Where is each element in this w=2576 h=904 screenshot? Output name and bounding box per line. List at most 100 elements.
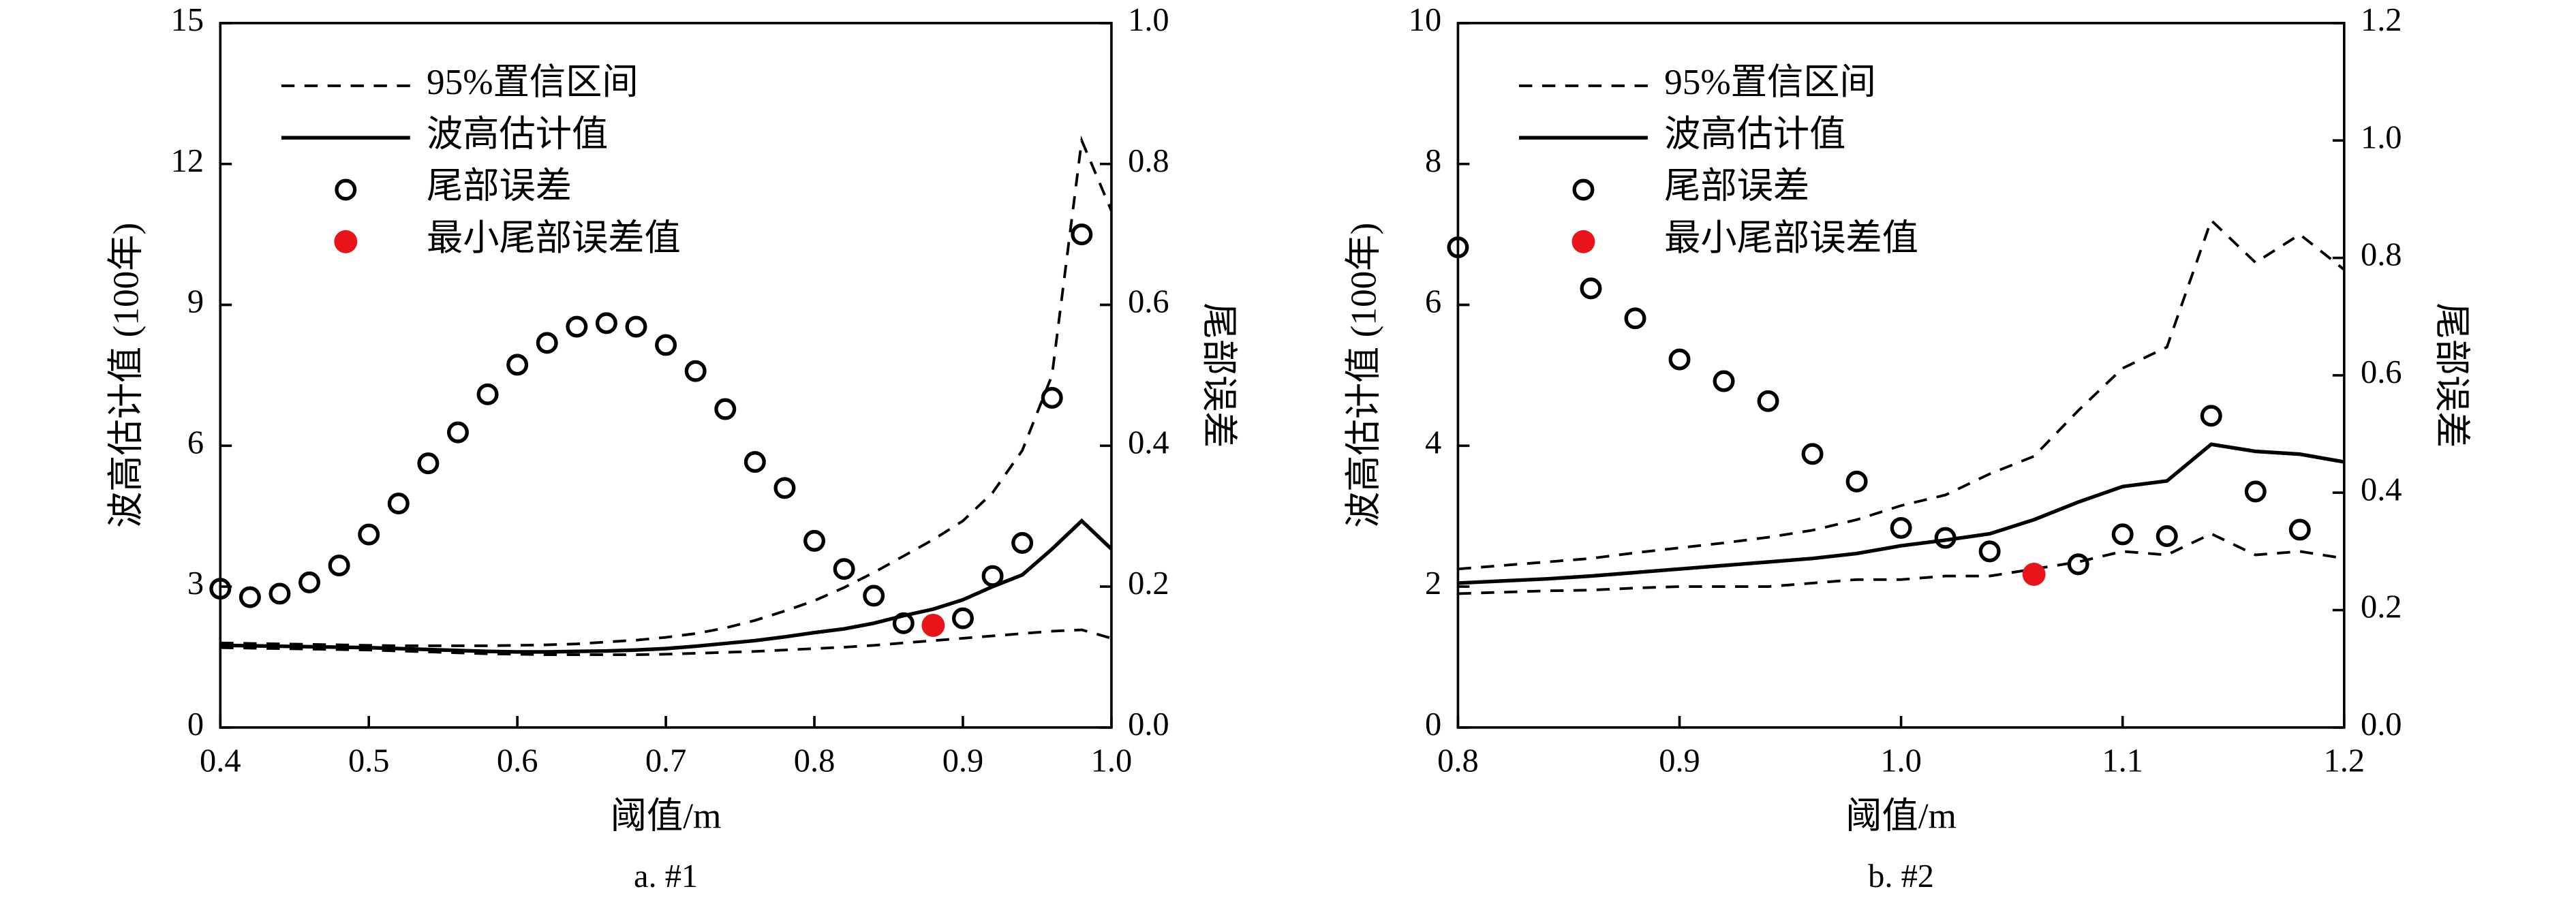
tail-error-point: [298, 571, 321, 593]
tail-error-point: [506, 354, 529, 376]
legend-label: 尾部误差: [427, 166, 572, 206]
x-tick-label: 1.1: [2102, 743, 2143, 779]
y-tick-label: 10: [1409, 2, 1441, 38]
plot-frame: [1456, 22, 2346, 729]
estimate-line: [1458, 442, 2344, 585]
ci-line: [1458, 532, 2344, 595]
x-axis-label: 阈值/m: [1845, 796, 1957, 837]
legend-label: 95%置信区间: [427, 62, 639, 102]
y-axis-label: 波高估计值 (100年): [1343, 223, 1383, 528]
y-tick-label: 2: [1425, 565, 1441, 602]
tail-error-point: [1845, 470, 1868, 493]
y-tick-label: 8: [1425, 143, 1441, 179]
caption: a. #1: [634, 858, 698, 894]
y-tick-label: 15: [171, 2, 204, 38]
y2-tick-label: 0.8: [1128, 143, 1169, 179]
tail-error-point: [892, 612, 915, 634]
legend-label: 波高估计值: [1664, 114, 1845, 154]
tail-error-point: [803, 529, 826, 552]
y2-tick-label: 0.0: [1128, 706, 1169, 743]
tail-error-point: [1801, 443, 1824, 465]
x-tick-label: 0.4: [200, 743, 241, 779]
x-tick-label: 0.9: [942, 743, 984, 779]
tail-error-point: [476, 383, 499, 405]
y-tick-label: 4: [1425, 424, 1441, 461]
y2-tick-label: 0.2: [2361, 589, 2402, 625]
tail-error-point: [684, 360, 707, 382]
y2-tick-label: 0.4: [1128, 424, 1169, 461]
legend-label: 尾部误差: [1664, 166, 1809, 206]
x-tick-label: 0.7: [645, 743, 687, 779]
x-tick-label: 1.0: [1880, 743, 1922, 779]
tail-error-point: [833, 558, 855, 580]
x-tick-label: 1.0: [1091, 743, 1133, 779]
x-tick-label: 0.9: [1659, 743, 1700, 779]
tail-error-point: [655, 334, 677, 356]
tail-error-point: [328, 555, 350, 577]
tail-error-point: [387, 493, 410, 515]
min-error-point: [921, 614, 945, 637]
tail-error-point: [773, 477, 796, 499]
y2-tick-label: 0.6: [1128, 284, 1169, 320]
tail-error-point: [1890, 516, 1912, 539]
x-tick-label: 0.8: [794, 743, 835, 779]
plot-frame: [219, 22, 1113, 729]
y2-tick-label: 0.6: [2361, 354, 2402, 390]
y-tick-label: 0: [187, 706, 204, 743]
tail-error-point: [1447, 236, 1469, 259]
tail-error-point: [536, 332, 558, 354]
tail-error-point: [2156, 525, 2178, 547]
y2-axis-label: 尾部误差: [1199, 302, 1239, 448]
tail-error-point: [625, 315, 647, 338]
tail-error-point: [1668, 348, 1691, 371]
tail-error-point: [2200, 405, 2222, 427]
y-tick-label: 3: [187, 565, 204, 602]
tail-error-point: [2244, 480, 2267, 503]
ci-line: [1458, 217, 2344, 571]
tail-error-point: [1041, 387, 1063, 409]
x-tick-label: 0.5: [348, 743, 390, 779]
legend-label: 最小尾部误差值: [1664, 218, 1918, 258]
y-axis-label: 波高估计值 (100年): [106, 223, 146, 528]
tail-error-point: [2067, 553, 2089, 576]
y-tick-label: 0: [1425, 706, 1441, 743]
legend-label: 最小尾部误差值: [427, 218, 681, 258]
tail-error-point: [1580, 277, 1602, 300]
tail-error-point: [1934, 527, 1957, 549]
x-tick-label: 1.2: [2324, 743, 2365, 779]
tail-error-point: [2111, 523, 2134, 546]
tail-error-point: [209, 578, 232, 600]
y2-tick-label: 1.0: [2361, 119, 2402, 155]
tail-error-point: [417, 452, 440, 475]
tail-error-point: [1624, 307, 1646, 330]
y2-axis-label: 尾部误差: [2432, 302, 2472, 448]
tail-error-point: [714, 398, 737, 420]
y2-tick-label: 1.0: [1128, 2, 1169, 38]
y-tick-label: 9: [187, 284, 204, 320]
tail-error-point: [1978, 540, 2001, 563]
tail-error-point: [743, 451, 766, 473]
estimate-line: [220, 518, 1111, 654]
tail-error-point: [2288, 518, 2311, 541]
min-error-point: [2022, 563, 2046, 586]
legend-swatch: [334, 230, 358, 253]
tail-error-point: [595, 312, 617, 334]
x-axis-label: 阈值/m: [611, 796, 722, 837]
tail-error-point: [951, 607, 974, 629]
y2-tick-label: 0.4: [2361, 471, 2402, 508]
tail-error-point: [239, 586, 261, 608]
ci-line: [220, 628, 1111, 656]
y2-tick-label: 0.8: [2361, 237, 2402, 273]
ci-line: [220, 135, 1111, 647]
legend-label: 95%置信区间: [1664, 62, 1876, 102]
tail-error-point: [1071, 223, 1093, 246]
legend-swatch: [335, 178, 357, 201]
tail-error-point: [1011, 532, 1034, 554]
legend-swatch: [1571, 230, 1595, 253]
tail-error-point: [269, 582, 291, 605]
tail-error-point: [863, 585, 885, 607]
x-tick-label: 0.6: [497, 743, 538, 779]
y-tick-label: 12: [171, 143, 204, 179]
tail-error-point: [981, 565, 1004, 587]
caption: b. #2: [1868, 858, 1934, 894]
